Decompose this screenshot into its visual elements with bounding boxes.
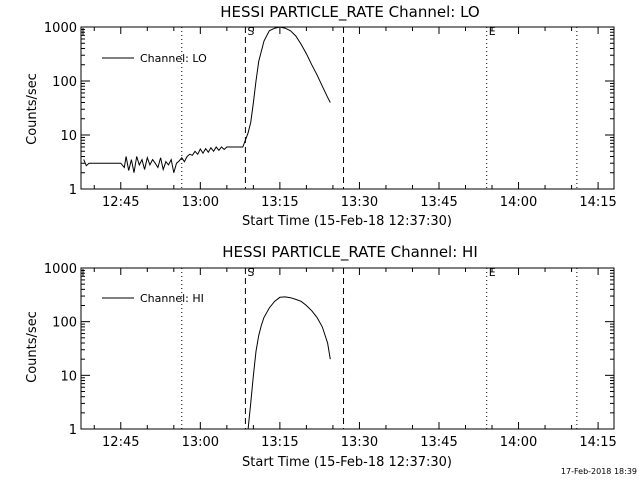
chart-panel-hi: HESSI PARTICLE_RATE Channel: HI Start Ti… [25,243,617,470]
x-tick-label: 14:00 [500,195,537,210]
x-axis-label: Start Time (15-Feb-18 12:37:30) [242,214,452,229]
chart-panel-lo: HESSI PARTICLE_RATE Channel: LO Start Ti… [25,3,617,229]
x-tick-label: 13:00 [182,435,219,450]
series-line [83,26,331,173]
series-line [247,296,331,430]
plot-timestamp: 17-Feb-2018 18:39 [561,467,637,476]
time-marker-label: E [489,266,496,279]
y-tick-label: 100 [52,75,77,90]
chart-title: HESSI PARTICLE_RATE Channel: LO [220,3,479,22]
y-tick-label: 100 [52,316,77,331]
x-tick-label: 14:00 [500,435,537,450]
y-tick-label: 1 [69,183,77,198]
y-axis-label: Counts/sec [25,73,40,145]
y-axis-label: Counts/sec [25,311,40,383]
y-tick-label: 1000 [44,262,77,277]
x-tick-label: 13:45 [420,435,457,450]
x-tick-label: 13:00 [182,195,219,210]
x-tick-label: 14:15 [579,435,616,450]
x-tick-label: 13:15 [261,435,298,450]
y-tick-label: 10 [60,369,77,384]
legend-label: Channel: HI [140,292,204,305]
y-tick-label: 10 [60,129,77,144]
x-tick-label: 12:45 [102,195,139,210]
y-tick-label: 1 [69,423,77,438]
x-tick-label: 12:45 [102,435,139,450]
legend-label: Channel: LO [140,52,207,65]
y-tick-label: 1000 [44,21,77,36]
x-tick-label: 13:45 [420,195,457,210]
x-axis-label: Start Time (15-Feb-18 12:37:30) [242,455,452,470]
plot-frame [80,26,615,190]
x-tick-label: 14:15 [579,195,616,210]
time-marker-label: E [489,25,496,38]
time-marker-label: S [247,25,254,38]
x-tick-label: 13:30 [341,435,378,450]
plot-frame [80,267,615,430]
x-tick-label: 13:30 [341,195,378,210]
x-tick-label: 13:15 [261,195,298,210]
time-marker-label: S [247,266,254,279]
chart-title: HESSI PARTICLE_RATE Channel: HI [222,243,478,262]
